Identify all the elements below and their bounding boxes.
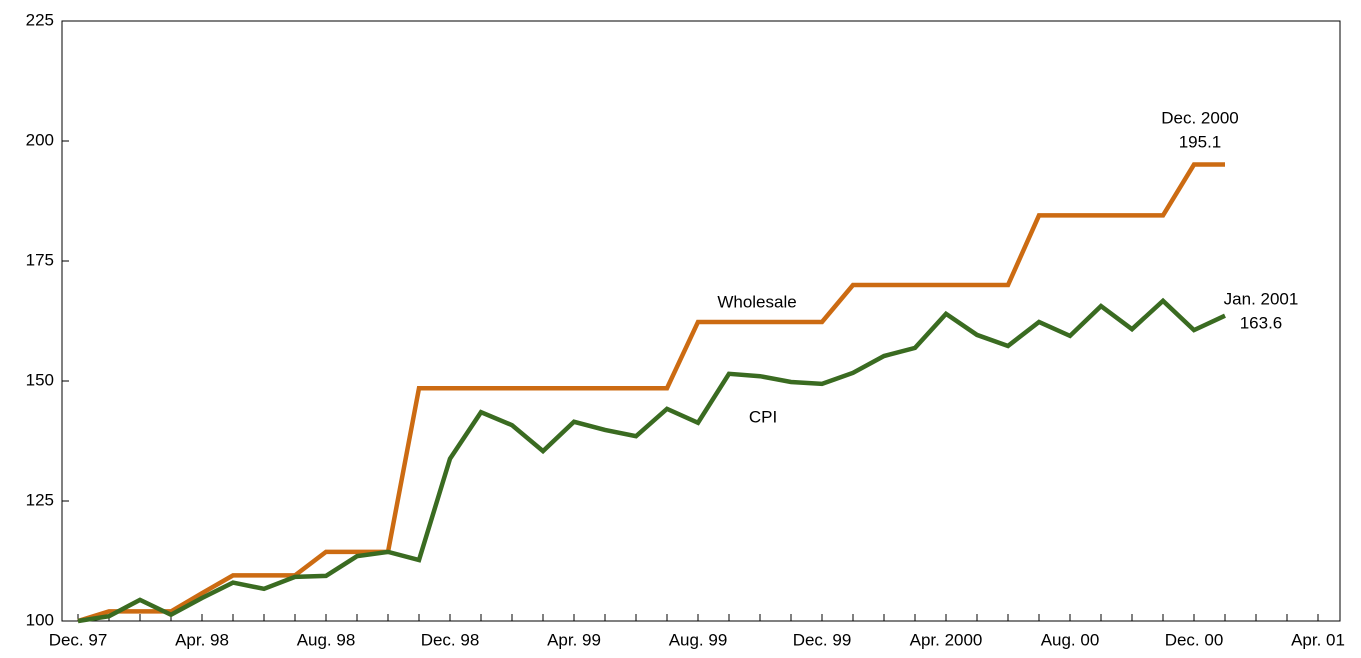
- x-tick-label: Dec. 98: [421, 630, 480, 649]
- annotation: Jan. 2001: [1224, 289, 1299, 308]
- y-tick-label: 125: [26, 490, 54, 509]
- y-tick-label: 200: [26, 130, 54, 149]
- annotation: Dec. 2000: [1161, 108, 1239, 127]
- x-tick-label: Apr. 01: [1291, 630, 1345, 649]
- x-tick-label: Dec. 99: [793, 630, 852, 649]
- x-tick-label: Apr. 2000: [910, 630, 983, 649]
- x-tick-label: Dec. 97: [49, 630, 108, 649]
- x-tick-label: Aug. 00: [1041, 630, 1100, 649]
- x-tick-label: Apr. 99: [547, 630, 601, 649]
- x-tick-label: Dec. 00: [1165, 630, 1224, 649]
- x-tick-label: Apr. 98: [175, 630, 229, 649]
- line-series: [77, 297, 1226, 624]
- y-tick-label: 225: [26, 10, 54, 29]
- plot-frame: [61, 20, 1341, 622]
- x-tick-label: Aug. 99: [669, 630, 728, 649]
- series-label: CPI: [749, 407, 777, 426]
- annotation: 163.6: [1240, 313, 1283, 332]
- y-tick-label: 100: [26, 610, 54, 629]
- y-tick-label: 175: [26, 250, 54, 269]
- annotation: 195.1: [1179, 132, 1222, 151]
- line-series: [77, 162, 1225, 624]
- series-label: Wholesale: [717, 292, 796, 311]
- y-tick-label: 150: [26, 370, 54, 389]
- x-tick-label: Aug. 98: [297, 630, 356, 649]
